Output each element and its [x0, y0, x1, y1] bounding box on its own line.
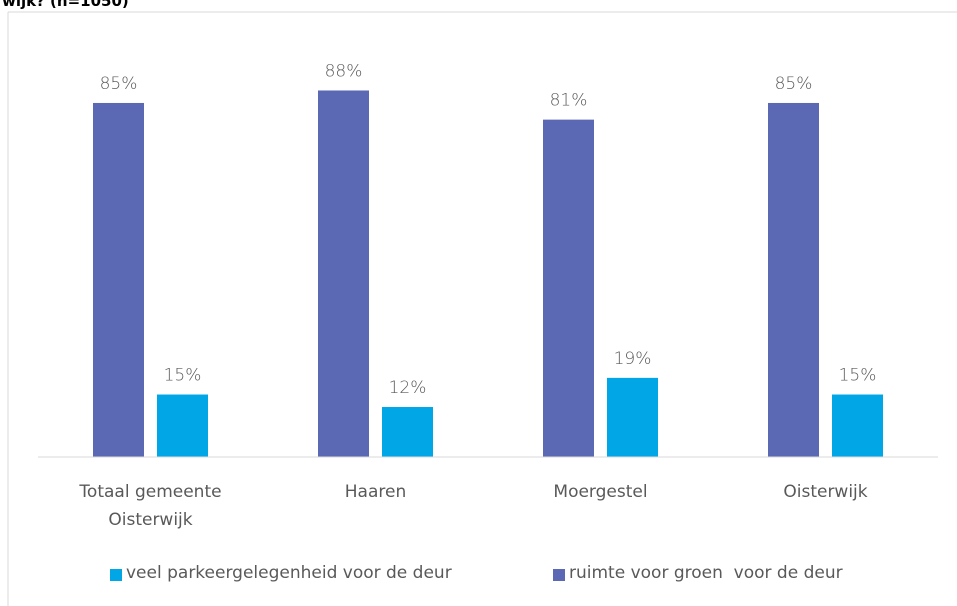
bar	[318, 90, 369, 457]
chart-title: wijk? (n=1050)	[2, 0, 129, 10]
value-label: 85%	[775, 74, 813, 94]
bar	[543, 119, 594, 457]
legend-swatch	[110, 569, 122, 581]
bar	[607, 377, 658, 457]
bar	[382, 407, 433, 457]
legend-label: ruimte voor groen voor de deur	[569, 563, 843, 583]
value-label: 15%	[839, 366, 877, 386]
x-tick-label: Haaren	[344, 482, 407, 502]
value-label: 88%	[325, 61, 363, 81]
value-label: 12%	[389, 378, 427, 398]
value-label: 15%	[164, 366, 202, 386]
bar	[832, 394, 883, 457]
value-label: 85%	[100, 74, 138, 94]
legend-swatch	[553, 569, 565, 581]
legend-label: veel parkeergelegenheid voor de deur	[126, 563, 452, 583]
bar	[93, 102, 144, 457]
bar	[157, 394, 208, 457]
value-label: 19%	[614, 349, 652, 369]
x-tick-label: Moergestel	[553, 482, 648, 502]
x-tick-label: Oisterwijk	[783, 482, 868, 502]
bar	[768, 102, 819, 457]
x-tick-label: Totaal gemeente Oisterwijk	[79, 482, 222, 530]
value-label: 81%	[550, 91, 588, 111]
